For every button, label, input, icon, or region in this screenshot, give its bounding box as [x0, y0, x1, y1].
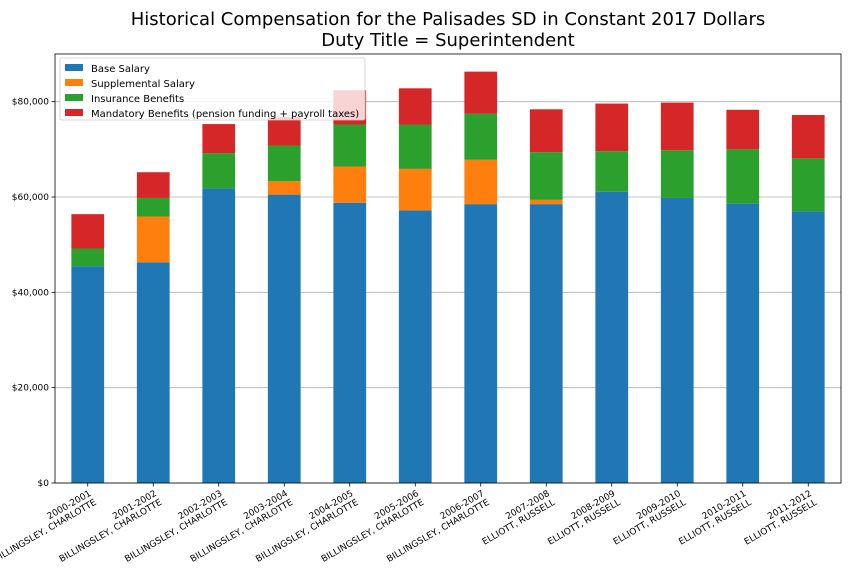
legend-label: Mandatory Benefits (pension funding + pa… — [91, 109, 359, 120]
bar-segment — [791, 115, 825, 159]
bar-segment — [398, 124, 432, 169]
chart-subtitle: Duty Title = Superintendent — [321, 30, 574, 51]
y-tick-label: $80,000 — [12, 98, 49, 108]
bar-segment — [202, 153, 236, 189]
legend-box — [59, 57, 366, 121]
bar-segment — [595, 191, 629, 484]
bar-segment — [71, 214, 105, 249]
bar-segment — [529, 204, 563, 483]
bar-segment — [660, 197, 694, 483]
bar-segment — [333, 202, 367, 483]
bar-segment — [464, 159, 498, 205]
bar-segment — [267, 181, 301, 195]
bar-segment — [136, 262, 170, 483]
bar-segment — [791, 158, 825, 212]
x-tick-label: 2011-2012ELLIOTT, RUSSELL — [738, 489, 819, 548]
legend-swatch — [65, 109, 83, 116]
legend-swatch — [65, 79, 83, 86]
gridlines — [55, 101, 841, 484]
bar-segment — [464, 71, 498, 114]
x-tick-label: 2010-2011ELLIOTT, RUSSELL — [672, 489, 753, 548]
x-tick-label: 2007-2008ELLIOTT, RUSSELL — [476, 489, 557, 548]
legend-label: Supplemental Salary — [91, 79, 195, 90]
bar-segment — [529, 109, 563, 153]
legend-label: Insurance Benefits — [91, 94, 184, 105]
bar-segment — [136, 197, 170, 217]
bar-segment — [333, 124, 367, 167]
chart-title: Historical Compensation for the Palisade… — [131, 9, 765, 30]
bar-segment — [202, 124, 236, 154]
bar-segment — [726, 109, 760, 150]
plot-frame — [54, 53, 842, 484]
bar-segment — [529, 199, 563, 205]
y-tick-label: $60,000 — [12, 193, 49, 203]
x-tick-label-name: BILLINGSLEY, CHARLOTTE — [0, 498, 99, 565]
bar-segment — [267, 145, 301, 182]
bar-segment — [267, 116, 301, 146]
bar-segment — [398, 168, 432, 211]
y-tick-label: $40,000 — [12, 288, 49, 298]
bars — [71, 71, 825, 484]
bar-segment — [202, 188, 236, 484]
bar-segment — [726, 149, 760, 204]
legend: Base Salary Supplemental Salary Insurance … — [59, 57, 366, 121]
bar-segment — [791, 211, 825, 484]
legend-swatch — [65, 64, 83, 71]
bar-segment — [267, 194, 301, 483]
bar-segment — [660, 150, 694, 198]
bar-segment — [660, 102, 694, 151]
bar-segment — [464, 113, 498, 160]
bar-segment — [136, 172, 170, 198]
bar-segment — [398, 210, 432, 483]
legend-swatch — [65, 94, 83, 101]
legend-label: Base Salary — [91, 64, 150, 75]
bar-segment — [595, 103, 629, 152]
bar-segment — [333, 166, 367, 203]
bar-segment — [726, 203, 760, 483]
y-tick-label: $20,000 — [12, 384, 49, 394]
bar-segment — [71, 248, 105, 267]
bar-segment — [398, 88, 432, 125]
bar-segment — [529, 152, 563, 200]
bar-segment — [136, 216, 170, 263]
x-tick-label: 2009-2010ELLIOTT, RUSSELL — [607, 489, 688, 548]
bar-segment — [71, 266, 105, 483]
bar-segment — [464, 204, 498, 483]
y-tick-label: $0 — [38, 479, 50, 489]
bar-segment — [595, 151, 629, 192]
x-tick-label: 2008-2009ELLIOTT, RUSSELL — [541, 489, 622, 548]
x-tick-label: 2000-2001BILLINGSLEY, CHARLOTTE — [0, 489, 99, 565]
